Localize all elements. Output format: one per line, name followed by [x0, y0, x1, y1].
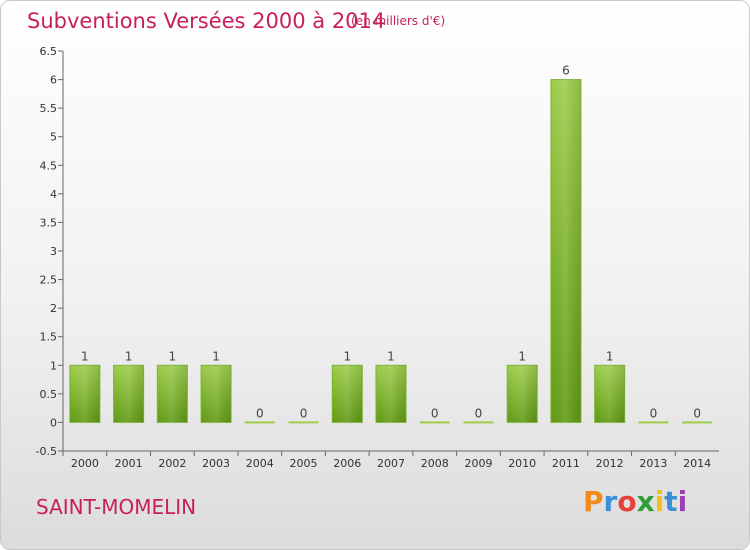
bar-2013	[638, 421, 669, 424]
x-tick-label: 2008	[421, 457, 449, 470]
chart-unit-note: (en milliers d'€)	[351, 14, 446, 28]
bar-shade-2002	[157, 365, 188, 423]
data-label-2003: 1	[212, 349, 220, 363]
bar-shade-2010	[507, 365, 538, 423]
data-label-2013: 0	[650, 406, 658, 420]
logo-letter: i	[677, 485, 688, 518]
logo-letter: r	[603, 485, 618, 518]
commune-name: SAINT-MOMELIN	[36, 495, 197, 519]
data-label-2011: 6	[562, 64, 570, 78]
y-tick-label: 1.5	[40, 331, 58, 344]
data-label-2002: 1	[169, 349, 177, 363]
data-label-2014: 0	[693, 406, 701, 420]
y-tick-label: -0.5	[36, 445, 57, 458]
data-label-2001: 1	[125, 349, 133, 363]
bar-shade-2012	[594, 365, 625, 423]
bar-2008	[419, 421, 450, 424]
x-tick-label: 2014	[683, 457, 711, 470]
x-tick-label: 2009	[464, 457, 492, 470]
logo-letter: x	[636, 485, 655, 518]
proxiti-logo: Proxiti	[583, 485, 687, 518]
y-tick-label: 3	[50, 245, 57, 258]
x-tick-label: 2005	[290, 457, 318, 470]
chart-bars: 1 1 1 1 0 0 1 1 0 0 1 6 1 0 0	[69, 64, 713, 424]
y-tick-label: 0.5	[40, 388, 58, 401]
y-tick-label: 3.5	[40, 216, 58, 229]
data-label-2010: 1	[518, 349, 526, 363]
x-tick-label: 2010	[508, 457, 536, 470]
y-tick-label: 0	[50, 416, 57, 429]
bar-shade-2007	[376, 365, 406, 423]
bar-shade-2006	[332, 365, 363, 423]
x-tick-label: 2001	[115, 457, 143, 470]
y-tick-label: 6	[50, 74, 57, 87]
data-label-2005: 0	[300, 406, 308, 420]
x-tick-label: 2013	[639, 457, 667, 470]
y-tick-label: 2	[50, 302, 57, 315]
y-tick-label: 4	[50, 188, 57, 201]
bar-2014	[682, 421, 713, 424]
chart-axes: -0.5 0 0.5 1 1.5 2 2.5 3 3.5 4 4.5 5 5.5 6 6.5 2000 2001…	[36, 45, 719, 470]
x-tick-label: 2004	[246, 457, 274, 470]
x-tick-label: 2011	[552, 457, 580, 470]
bar-shade-2000	[69, 365, 100, 423]
logo-letter: i	[654, 485, 665, 518]
x-tick-label: 2000	[71, 457, 99, 470]
y-tick-label: 6.5	[40, 45, 58, 58]
logo-letter: t	[664, 485, 678, 518]
logo-letter: o	[617, 485, 637, 518]
y-tick-label: 4.5	[40, 159, 58, 172]
y-tick-label: 1	[50, 359, 57, 372]
data-label-2006: 1	[343, 349, 351, 363]
data-label-2012: 1	[606, 349, 614, 363]
bar-shade-2001	[113, 365, 144, 423]
x-tick-label: 2006	[333, 457, 361, 470]
bar-shade-2003	[201, 365, 232, 423]
y-tick-label: 5	[50, 131, 57, 144]
bar-shade-2011	[550, 79, 581, 423]
x-tick-label: 2012	[596, 457, 624, 470]
x-tick-label: 2007	[377, 457, 405, 470]
x-tick-label: 2003	[202, 457, 230, 470]
x-tick-label: 2002	[158, 457, 186, 470]
data-label-2000: 1	[81, 349, 89, 363]
data-label-2008: 0	[431, 406, 439, 420]
bar-2004	[244, 421, 275, 424]
y-tick-label: 5.5	[40, 102, 58, 115]
data-label-2009: 0	[475, 406, 483, 420]
data-label-2007: 1	[387, 349, 395, 363]
bar-2009	[463, 421, 494, 424]
data-label-2004: 0	[256, 406, 264, 420]
chart-title: Subventions Versées 2000 à 2014	[27, 9, 386, 33]
logo-letter: P	[583, 485, 604, 518]
bar-2005	[288, 421, 319, 424]
y-tick-label: 2.5	[40, 274, 58, 287]
